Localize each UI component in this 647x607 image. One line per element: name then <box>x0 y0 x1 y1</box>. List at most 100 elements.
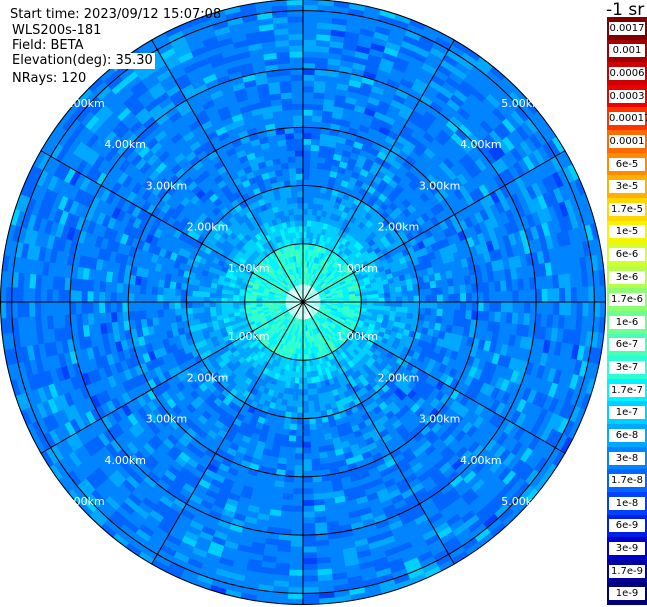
range-gate-cell <box>238 327 246 335</box>
range-gate-cell <box>285 297 292 300</box>
range-gate-cell <box>320 356 327 364</box>
range-gate-cell <box>274 427 284 435</box>
range-gate-cell <box>313 306 320 310</box>
range-gate-cell <box>314 298 321 301</box>
range-gate-cell <box>311 329 316 336</box>
range-gate-cell <box>391 419 403 430</box>
range-gate-cell <box>170 208 181 220</box>
range-gate-cell <box>418 288 426 297</box>
range-gate-cell <box>359 426 370 436</box>
range-gate-cell <box>420 202 431 214</box>
range-gate-cell <box>262 309 270 313</box>
range-gate-cell <box>325 319 332 325</box>
range-gate-cell <box>443 227 453 239</box>
range-gate-cell <box>305 266 309 274</box>
range-gate-cell <box>293 341 297 349</box>
range-gate-cell <box>291 190 298 198</box>
range-gate-cell <box>328 339 335 347</box>
range-gate-cell <box>256 292 264 296</box>
range-gate-cell <box>321 386 328 394</box>
range-gate-cell <box>286 452 296 460</box>
range-gate-cell <box>296 418 304 425</box>
range-gate-cell <box>317 287 324 293</box>
range-gate-cell <box>336 221 344 230</box>
range-gate-cell <box>366 270 375 278</box>
range-gate-cell <box>506 301 514 314</box>
range-gate-cell <box>337 295 345 299</box>
range-gate-cell <box>324 193 333 201</box>
range-gate-cell <box>458 276 466 286</box>
range-gate-cell <box>305 290 309 297</box>
range-gate-cell <box>328 274 336 281</box>
range-gate-cell <box>351 318 360 324</box>
range-gate-cell <box>241 333 250 341</box>
range-gate-cell <box>327 181 336 190</box>
range-gate-cell <box>322 169 332 177</box>
range-gate-cell <box>293 305 299 311</box>
range-gate-cell <box>302 85 315 93</box>
range-gate-cell <box>163 232 174 244</box>
range-gate-cell <box>309 161 318 169</box>
range-gate-cell <box>315 320 321 327</box>
range-gate-cell <box>361 301 368 306</box>
range-gate-cell <box>275 310 282 315</box>
range-gate-cell <box>313 268 318 276</box>
range-gate-cell <box>303 283 305 291</box>
range-gate-cell <box>292 202 299 210</box>
range-gate-cell <box>319 233 325 242</box>
range-gate-cell <box>180 295 187 303</box>
range-gate-cell <box>291 406 298 414</box>
range-gate-cell <box>293 208 299 216</box>
range-gate-cell <box>351 331 360 338</box>
range-gate-cell <box>213 328 222 336</box>
range-gate-cell <box>298 313 301 320</box>
range-gate-cell <box>306 306 312 312</box>
range-gate-cell <box>293 214 299 221</box>
range-gate-cell <box>322 392 329 400</box>
range-gate-cell <box>308 273 313 280</box>
range-gate-cell <box>264 412 274 421</box>
range-gate-cell <box>331 239 339 247</box>
range-gate-cell <box>157 278 165 288</box>
range-gate-cell <box>275 278 282 284</box>
range-gate-cell <box>318 308 326 312</box>
range-gate-cell <box>309 429 318 437</box>
range-gate-cell <box>283 251 289 259</box>
range-gate-cell <box>284 381 291 389</box>
range-gate-cell <box>262 322 269 328</box>
range-gate-cell <box>302 260 306 268</box>
range-gate-cell <box>168 301 175 310</box>
range-gate-cell <box>242 322 250 329</box>
range-gate-cell <box>315 381 322 389</box>
range-gate-cell <box>326 145 337 154</box>
range-gate-cell <box>306 306 312 312</box>
range-gate-cell <box>425 394 436 406</box>
range-gate-cell <box>329 244 336 252</box>
range-gate-cell <box>284 302 292 304</box>
range-gate-cell <box>314 185 322 193</box>
range-gate-cell <box>323 276 330 283</box>
range-gate-cell <box>261 295 269 299</box>
range-gate-cell <box>295 231 300 239</box>
range-gate-cell <box>354 289 362 294</box>
range-gate-cell <box>284 277 290 284</box>
range-gate-cell <box>204 316 212 323</box>
range-gate-cell <box>175 192 187 204</box>
range-gate-cell <box>418 282 426 291</box>
range-gate-cell <box>216 165 228 176</box>
range-gate-cell <box>419 295 426 303</box>
range-gate-cell <box>298 336 302 344</box>
range-gate-cell <box>248 277 256 284</box>
range-gate-cell <box>199 424 211 435</box>
range-gate-cell <box>305 354 310 361</box>
range-gate-cell <box>288 268 293 276</box>
range-gate-cell <box>441 316 449 326</box>
range-gate-cell <box>287 291 294 296</box>
range-gate-cell <box>337 228 345 237</box>
range-gate-cell <box>489 301 496 313</box>
range-gate-cell <box>308 261 312 268</box>
range-gate-cell <box>332 319 339 325</box>
range-gate-cell <box>86 290 94 303</box>
range-gate-cell <box>261 301 269 305</box>
